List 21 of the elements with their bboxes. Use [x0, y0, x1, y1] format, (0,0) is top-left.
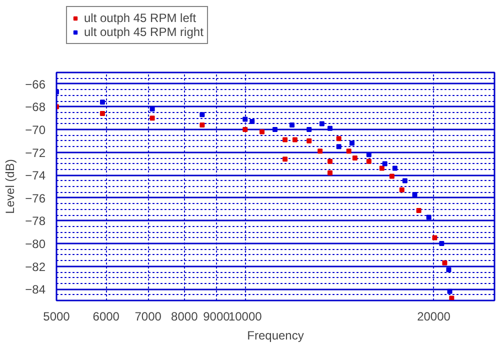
y-axis-title: Level (dB) — [3, 159, 18, 214]
y-tick-label: −68 — [25, 100, 46, 114]
x-tick-label: 9000 — [203, 310, 230, 324]
x-tick-label: 6000 — [92, 310, 120, 324]
x-tick-label: 8000 — [171, 310, 198, 324]
legend-label: ult outph 45 RPM left — [84, 11, 196, 25]
x-tick-label: 20000 — [417, 310, 451, 324]
x-tick-label: 5000 — [43, 310, 70, 324]
y-tick-label: −70 — [25, 123, 46, 137]
y-tick-label: −66 — [25, 77, 46, 92]
y-tick-label: −78 — [25, 214, 46, 228]
y-tick-label: −74 — [25, 168, 46, 183]
y-tick-label: −80 — [25, 237, 46, 251]
x-tick-label: 10000 — [228, 310, 262, 324]
y-tick-label: −76 — [25, 191, 46, 206]
x-tick-label: 7000 — [134, 310, 162, 324]
legend-label: ult outph 45 RPM right — [84, 25, 204, 39]
y-tick-label: −82 — [25, 260, 46, 274]
y-tick-label: −84 — [25, 282, 46, 297]
x-axis-title: Frequency — [247, 328, 304, 342]
y-tick-label: −72 — [25, 146, 46, 160]
